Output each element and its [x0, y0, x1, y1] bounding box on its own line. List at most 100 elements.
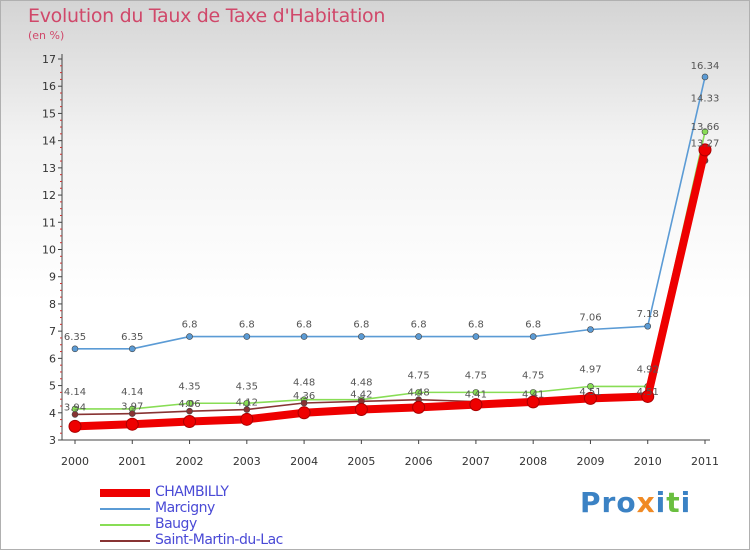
x-tick-label: 2000 — [61, 455, 89, 468]
data-label: 7.18 — [637, 309, 659, 320]
data-point — [701, 128, 709, 135]
y-tick-label: 3 — [49, 434, 56, 447]
data-label: 6.8 — [468, 320, 484, 331]
data-point — [186, 407, 193, 415]
data-label: 13.27 — [691, 139, 720, 150]
data-point — [183, 414, 197, 428]
logo-letter: t — [666, 486, 681, 519]
x-tick-label: 2005 — [347, 455, 375, 468]
data-label: 4.41 — [522, 390, 544, 401]
data-label: 4.12 — [236, 398, 258, 409]
data-point — [529, 333, 537, 340]
data-label: 6.35 — [64, 332, 86, 343]
y-tick-label: 4 — [49, 407, 56, 420]
legend-item: Saint-Martin-du-Lac — [100, 532, 360, 548]
legend-swatch — [100, 508, 150, 510]
y-tick-label: 13 — [42, 162, 56, 175]
data-label: 6.8 — [353, 320, 369, 331]
x-tick-label: 2011 — [691, 455, 719, 468]
data-point — [68, 419, 82, 433]
data-point — [587, 326, 594, 333]
data-point — [415, 389, 422, 396]
data-point — [526, 395, 540, 409]
x-tick-label: 2009 — [576, 455, 604, 468]
legend-label: Baugy — [155, 516, 197, 532]
series-line-saint-martin-du-lac — [74, 159, 706, 416]
data-label: 4.51 — [579, 387, 601, 398]
data-point — [472, 333, 480, 340]
data-point — [701, 73, 709, 81]
data-label: 3.97 — [121, 402, 143, 413]
x-tick-label: 2004 — [290, 455, 318, 468]
data-label: 4.97 — [579, 364, 601, 375]
logo-letter: r — [601, 486, 617, 519]
data-label: 6.35 — [121, 332, 143, 343]
y-tick-label: 9 — [49, 271, 56, 284]
data-label: 14.33 — [691, 94, 720, 105]
legend-swatch — [100, 524, 150, 526]
data-label: 4.75 — [465, 370, 487, 381]
y-tick-label: 17 — [42, 53, 56, 66]
data-point — [297, 406, 311, 420]
legend-item: Marcigny — [100, 500, 360, 516]
data-point — [472, 389, 480, 396]
y-tick-label: 12 — [42, 189, 56, 202]
x-tick-label: 2001 — [118, 455, 146, 468]
data-label: 3.94 — [64, 402, 86, 413]
y-tick-label: 15 — [42, 107, 56, 120]
data-label: 4.36 — [293, 391, 315, 402]
y-tick-label: 10 — [42, 244, 56, 257]
legend-swatch — [100, 540, 150, 542]
data-point — [529, 389, 537, 396]
data-label: 4.42 — [350, 389, 372, 400]
y-tick-label: 11 — [42, 216, 56, 229]
data-label: 4.41 — [465, 390, 487, 401]
chart-subtitle: (en %) — [28, 29, 65, 42]
logo-letter: P — [580, 486, 602, 519]
chart-title: Evolution du Taux de Taxe d'Habitation — [28, 5, 386, 27]
data-label: 4.35 — [178, 381, 200, 392]
logo-letter: i — [655, 486, 667, 519]
logo-letter: i — [680, 486, 692, 519]
data-point — [128, 410, 136, 417]
data-label: 6.8 — [239, 320, 255, 331]
data-label: 4.75 — [522, 370, 544, 381]
logo-letter: x — [636, 486, 656, 519]
y-tick-label: 14 — [42, 135, 56, 148]
data-point — [469, 398, 483, 412]
legend-swatch — [100, 489, 150, 497]
x-tick-label: 2002 — [176, 455, 204, 468]
series-line-chambilly — [71, 145, 709, 431]
series-line-marcigny — [74, 76, 706, 350]
data-label: 16.34 — [691, 61, 720, 72]
x-tick-label: 2003 — [233, 455, 261, 468]
x-tick-label: 2010 — [634, 455, 662, 468]
data-label: 4.48 — [293, 378, 315, 389]
legend-label: Marcigny — [155, 500, 215, 516]
data-label: 4.14 — [121, 387, 143, 398]
legend-item: Baugy — [100, 516, 360, 532]
data-point — [583, 391, 597, 405]
data-label: 4.14 — [64, 387, 86, 398]
data-point — [243, 333, 251, 340]
y-tick-label: 5 — [49, 380, 56, 393]
data-point — [300, 333, 308, 340]
series-line-baugy — [74, 130, 706, 410]
data-label: 6.8 — [182, 320, 198, 331]
data-label: 4.48 — [408, 388, 430, 399]
data-point — [186, 399, 193, 407]
data-point — [71, 411, 79, 418]
data-point — [644, 322, 652, 330]
data-point — [243, 406, 251, 413]
data-label: 4.06 — [178, 399, 200, 410]
data-label: 4.48 — [350, 378, 372, 389]
data-label: 6.8 — [411, 320, 427, 331]
data-point — [412, 400, 426, 414]
data-point — [300, 399, 308, 407]
data-label: 7.06 — [579, 313, 601, 324]
data-label: 4.35 — [236, 381, 258, 392]
x-tick-label: 2007 — [462, 455, 490, 468]
data-point — [354, 403, 368, 417]
